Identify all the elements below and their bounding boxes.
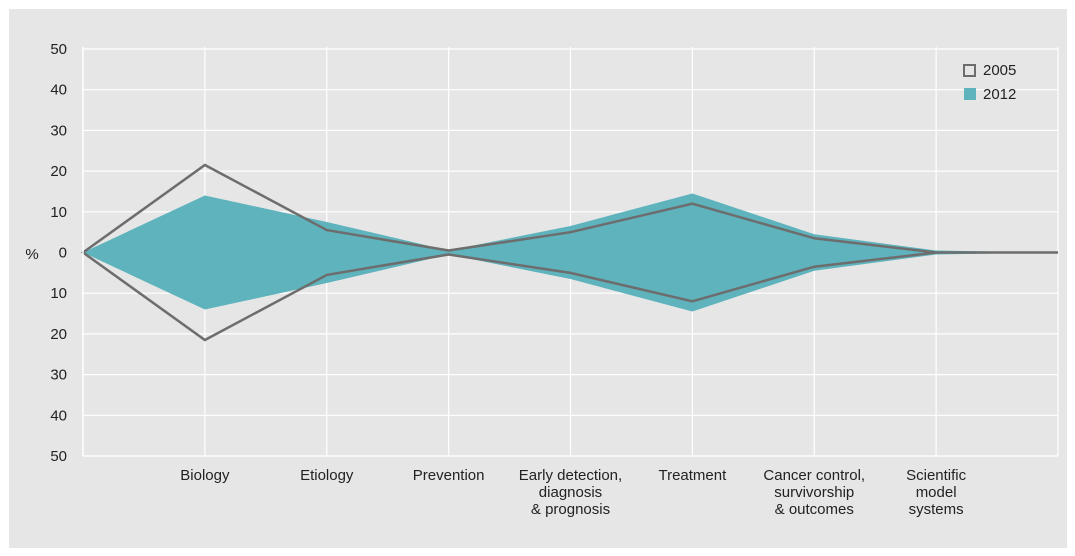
y-tick-label: 30 [50,122,67,139]
x-tick-label: Prevention [413,467,485,484]
y-tick-label: 30 [50,367,67,384]
x-tick-label: Scientific model systems [906,467,967,518]
series-2012-area[interactable] [83,193,1058,312]
x-tick-label: Treatment [658,467,727,484]
legend-item-2012[interactable]: 2012 [964,86,1016,103]
symmetric-area-chart: 50 40 30 20 10 0 10 20 30 40 50 Biology Etiology Pre… [25,41,1059,518]
x-tick-label: Etiology [300,467,354,484]
y-tick-label: 20 [50,163,67,180]
legend-swatch-2012 [964,88,976,100]
x-tick-label: Early detection, diagnosis & prognosis [519,467,622,518]
y-tick-label: 10 [50,285,67,302]
y-tick-label: 10 [50,204,67,221]
y-tick-label: 40 [50,82,67,99]
y-axis: 50 40 30 20 10 0 10 20 30 40 50 [50,41,84,465]
legend-label-2005: 2005 [983,62,1016,79]
chart-panel: 50 40 30 20 10 0 10 20 30 40 50 Biology Etiology Pre… [9,9,1067,548]
y-axis-label: % [25,246,38,263]
x-tick-label: Cancer control, survivorship & outcomes [763,467,865,518]
legend-item-2005[interactable]: 2005 [963,62,1016,79]
y-tick-label: 20 [50,326,67,343]
series-2005-outline[interactable] [80,163,1058,342]
y-tick-label: 0 [59,245,67,262]
y-tick-label: 50 [50,41,67,58]
series-layer [80,163,1058,342]
legend: 2005 2012 [963,62,1016,103]
legend-label-2012: 2012 [983,86,1016,103]
x-tick-label: Biology [180,467,230,484]
x-axis-category-labels: Biology Etiology Prevention Early detection… [180,467,966,518]
y-tick-label: 50 [50,448,67,465]
legend-swatch-2005 [963,64,976,77]
y-tick-label: 40 [50,407,67,424]
